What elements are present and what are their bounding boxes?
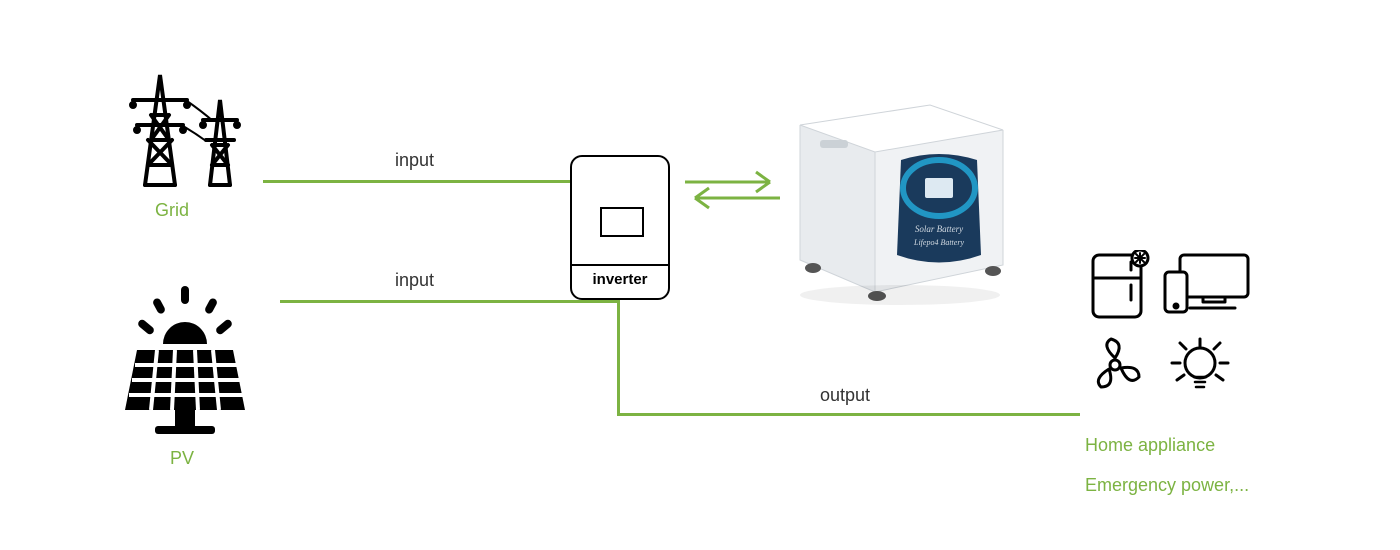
inverter-node: inverter [570, 155, 670, 300]
battery-panel-label-top: Solar Battery [915, 224, 963, 234]
edge-grid-inverter-label: input [395, 150, 434, 171]
edge-inverter-battery-bidir [670, 160, 790, 220]
appliances-label-1: Home appliance [1085, 435, 1215, 456]
edge-pv-inverter-h [280, 300, 620, 303]
pv-icon [115, 280, 255, 435]
inverter-divider [572, 264, 668, 266]
appliances-label-2: Emergency power,... [1085, 475, 1249, 496]
edge-output-v [617, 300, 620, 416]
edge-output-label: output [820, 385, 870, 406]
pv-label: PV [170, 448, 194, 469]
edge-output-h [617, 413, 1080, 416]
inverter-screen [600, 207, 644, 237]
battery-node: Solar Battery Lifepo4 Battery [785, 70, 1015, 305]
grid-label: Grid [155, 200, 189, 221]
appliances-node [1085, 250, 1285, 400]
inverter-label: inverter [572, 271, 668, 288]
edge-grid-inverter [263, 180, 570, 183]
edge-pv-inverter-label: input [395, 270, 434, 291]
battery-panel-label-bottom: Lifepo4 Battery [913, 238, 964, 247]
grid-icon [115, 55, 260, 190]
